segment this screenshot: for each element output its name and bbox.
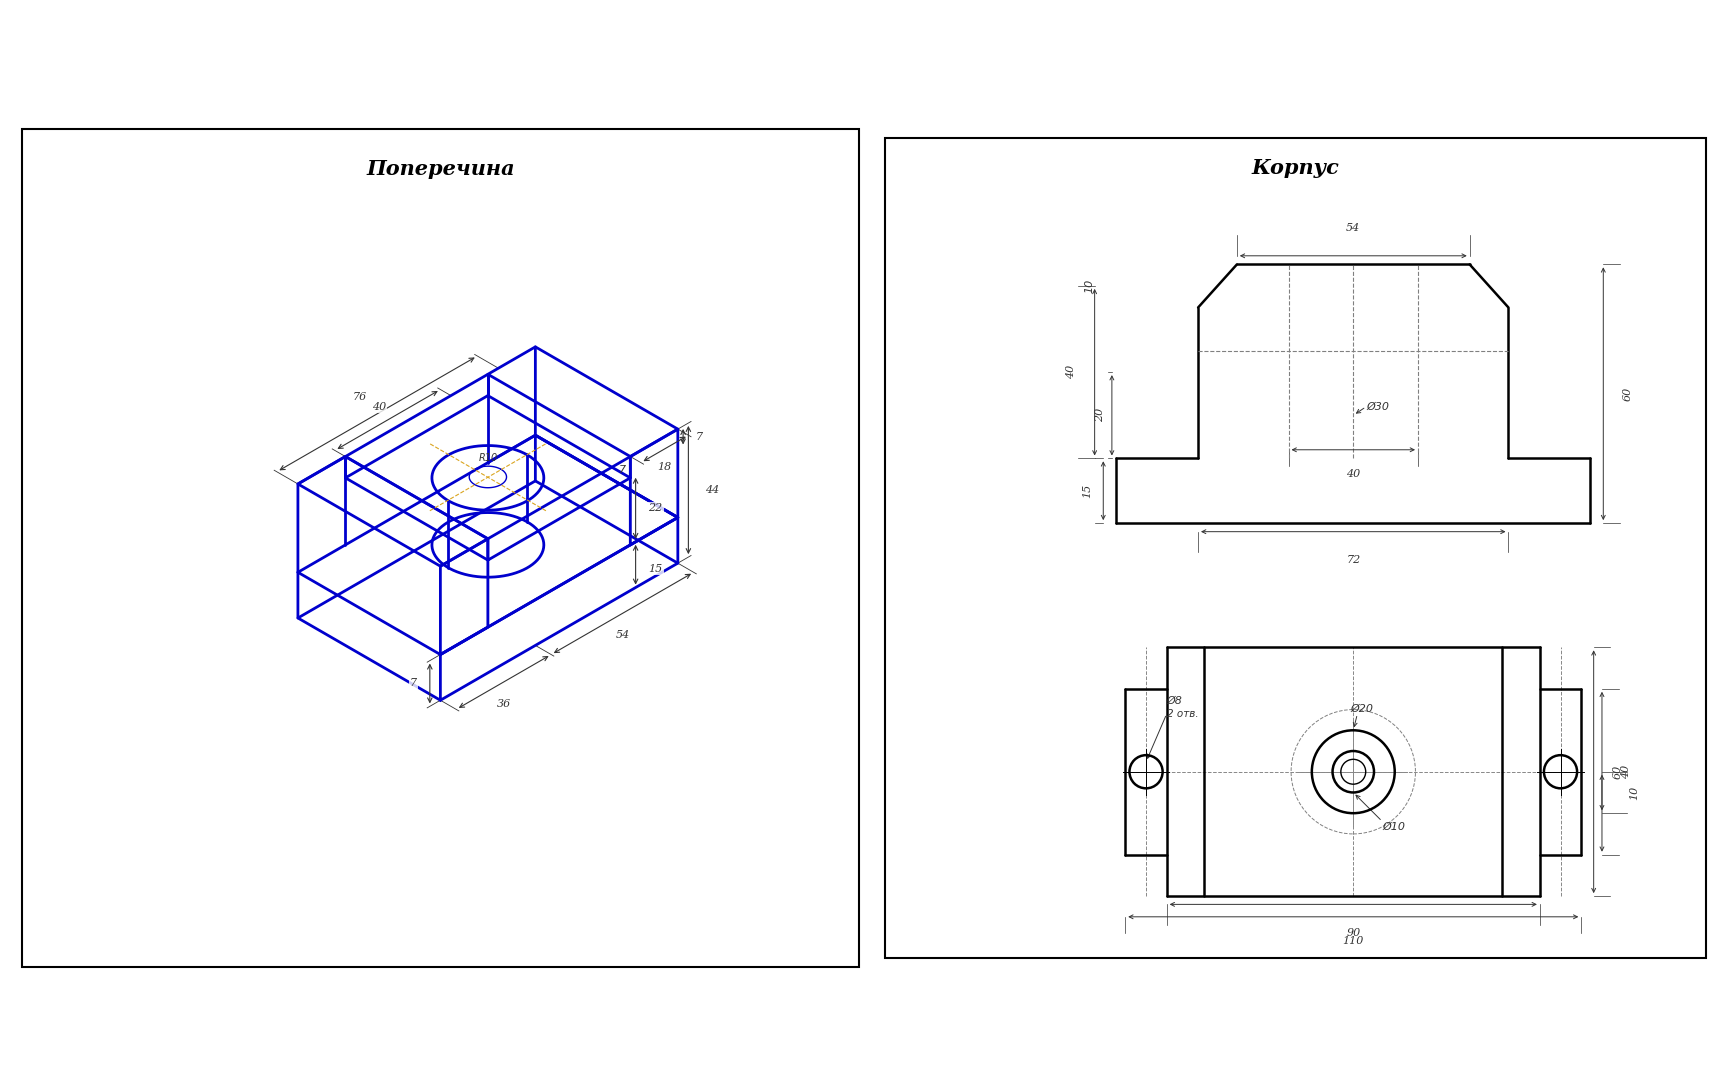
Text: 18: 18 bbox=[658, 461, 672, 472]
Text: 90: 90 bbox=[1345, 928, 1361, 937]
Text: 60: 60 bbox=[1622, 386, 1632, 400]
Text: 54: 54 bbox=[1345, 222, 1361, 232]
Text: 40: 40 bbox=[1622, 765, 1630, 779]
Text: 44: 44 bbox=[705, 485, 720, 495]
Text: Ø10: Ø10 bbox=[1382, 821, 1406, 831]
Text: 76: 76 bbox=[352, 392, 368, 401]
Text: Ø20: Ø20 bbox=[1351, 704, 1373, 714]
Text: 54: 54 bbox=[615, 630, 630, 640]
Text: 110: 110 bbox=[1342, 936, 1364, 946]
Text: Корпус: Корпус bbox=[1252, 158, 1338, 178]
Text: 15: 15 bbox=[1083, 484, 1093, 498]
Text: 7: 7 bbox=[696, 432, 703, 442]
Text: 10: 10 bbox=[1629, 786, 1639, 800]
Text: Поперечина: Поперечина bbox=[366, 158, 515, 179]
Text: Ø30: Ø30 bbox=[1366, 401, 1389, 411]
Text: 60: 60 bbox=[1613, 765, 1623, 779]
Text: 40: 40 bbox=[1066, 365, 1076, 380]
Text: 20: 20 bbox=[1095, 408, 1105, 422]
Text: R10: R10 bbox=[478, 452, 497, 462]
Text: 40: 40 bbox=[371, 403, 387, 412]
Text: 36: 36 bbox=[497, 699, 511, 709]
Text: 72: 72 bbox=[1345, 554, 1361, 565]
Text: 15: 15 bbox=[648, 564, 663, 574]
Text: Ø8: Ø8 bbox=[1167, 697, 1183, 706]
Text: 10: 10 bbox=[1085, 279, 1095, 293]
Text: 7: 7 bbox=[409, 678, 418, 689]
Text: 2 отв.: 2 отв. bbox=[1167, 709, 1199, 718]
Text: 7: 7 bbox=[618, 465, 625, 475]
Text: 22: 22 bbox=[648, 503, 663, 513]
Text: 40: 40 bbox=[1345, 469, 1361, 478]
